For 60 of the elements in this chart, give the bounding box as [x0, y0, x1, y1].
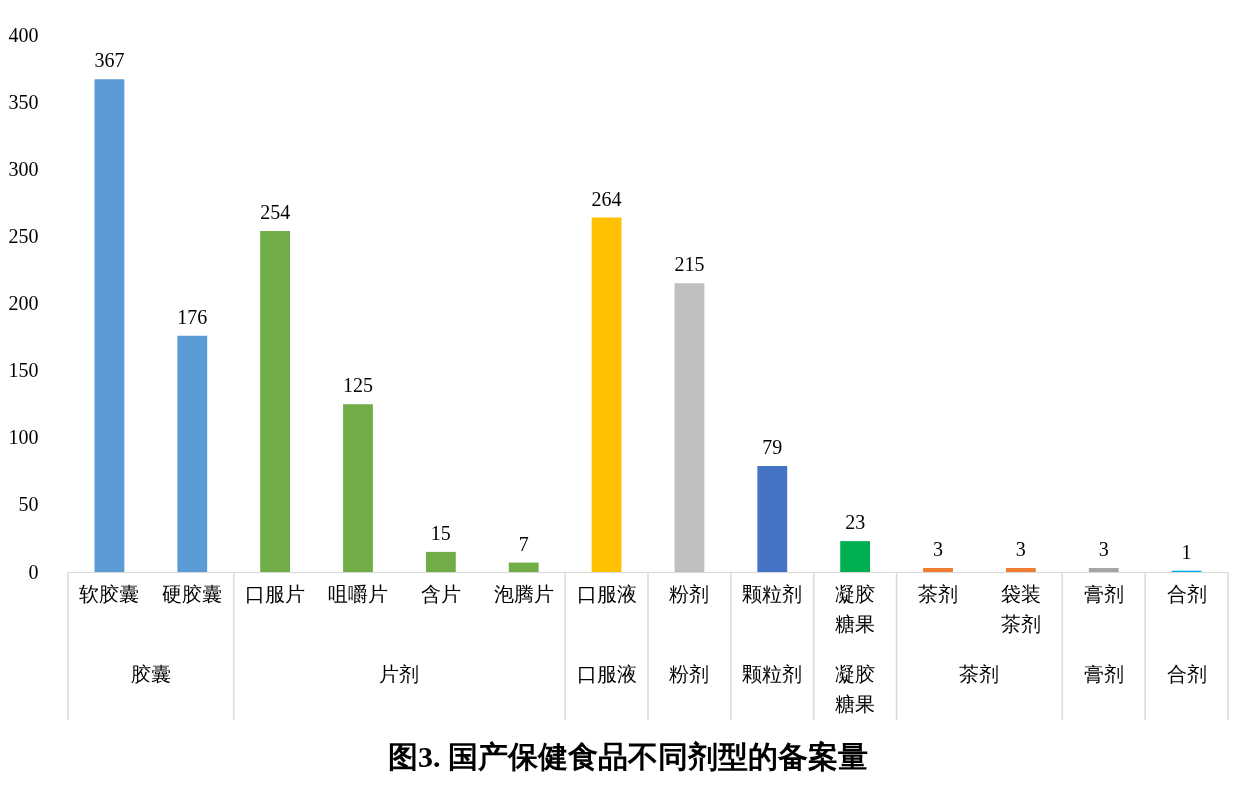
bar	[94, 79, 125, 572]
bar	[177, 335, 208, 572]
data-label: 7	[518, 532, 529, 555]
data-label: 125	[343, 374, 373, 397]
x-tick-label: 口服液	[576, 582, 637, 605]
x-tick-label: 咀嚼片	[328, 582, 388, 605]
bar	[757, 465, 788, 572]
x-tick-label: 软胶囊	[79, 582, 140, 605]
x-tick-label: 颗粒剂	[742, 582, 803, 605]
y-tick-label: 100	[8, 426, 39, 449]
data-label: 3	[933, 537, 943, 560]
x-tick-label: 凝胶糖果	[835, 582, 876, 635]
data-label: 1	[1181, 540, 1192, 563]
data-label: 3	[1098, 537, 1109, 560]
x-tick-label: 口服片	[245, 582, 306, 605]
data-label: 79	[762, 435, 783, 458]
x-tick-label: 膏剂	[1083, 582, 1124, 605]
text: 片剂	[379, 663, 420, 685]
x-tick-label: 茶剂	[918, 582, 958, 605]
data-label: 23	[845, 511, 866, 534]
bar	[923, 567, 953, 572]
bar	[674, 283, 705, 572]
x-tick-label: 泡腾片	[493, 582, 554, 605]
data-label: 367	[94, 49, 125, 72]
y-tick-label: 50	[18, 493, 39, 516]
text: 茶剂	[959, 663, 1000, 685]
bar	[260, 231, 291, 572]
y-tick-label: 0	[28, 560, 39, 583]
bar	[508, 562, 539, 572]
text: 凝胶糖果	[835, 663, 876, 715]
data-label: 215	[674, 253, 705, 276]
y-tick-label: 400	[8, 23, 39, 46]
data-label: 15	[430, 521, 451, 544]
y-tick-label: 300	[8, 157, 39, 180]
bar	[591, 217, 622, 572]
bar	[840, 541, 871, 572]
bar	[343, 404, 373, 572]
text: 颗粒剂	[742, 663, 803, 685]
data-label: 176	[177, 305, 208, 328]
x-tick-label: 硬胶囊	[162, 582, 223, 605]
bar	[425, 551, 456, 572]
x-tick-label: 合剂	[1166, 582, 1207, 605]
text: 粉剂	[669, 663, 710, 685]
data-label: 264	[591, 187, 622, 210]
x-tick-label: 粉剂	[669, 582, 710, 605]
text: 膏剂	[1083, 663, 1124, 685]
y-tick-label: 200	[8, 292, 39, 314]
data-label: 254	[260, 201, 291, 224]
text: 口服液	[576, 663, 637, 685]
y-tick-label: 350	[8, 90, 39, 113]
bar	[1088, 567, 1119, 572]
x-tick-label: 袋装茶剂	[1000, 582, 1041, 635]
x-tick-label: 含片	[420, 582, 461, 605]
y-tick-label: 250	[8, 224, 39, 247]
text: 胶囊	[130, 663, 171, 685]
text: 图3. 国产保健食品不同剂型的备案量	[388, 740, 868, 773]
y-tick-label: 150	[8, 359, 39, 382]
data-label: 3	[1015, 537, 1026, 560]
bar	[1005, 567, 1036, 572]
text: 合剂	[1166, 663, 1207, 685]
